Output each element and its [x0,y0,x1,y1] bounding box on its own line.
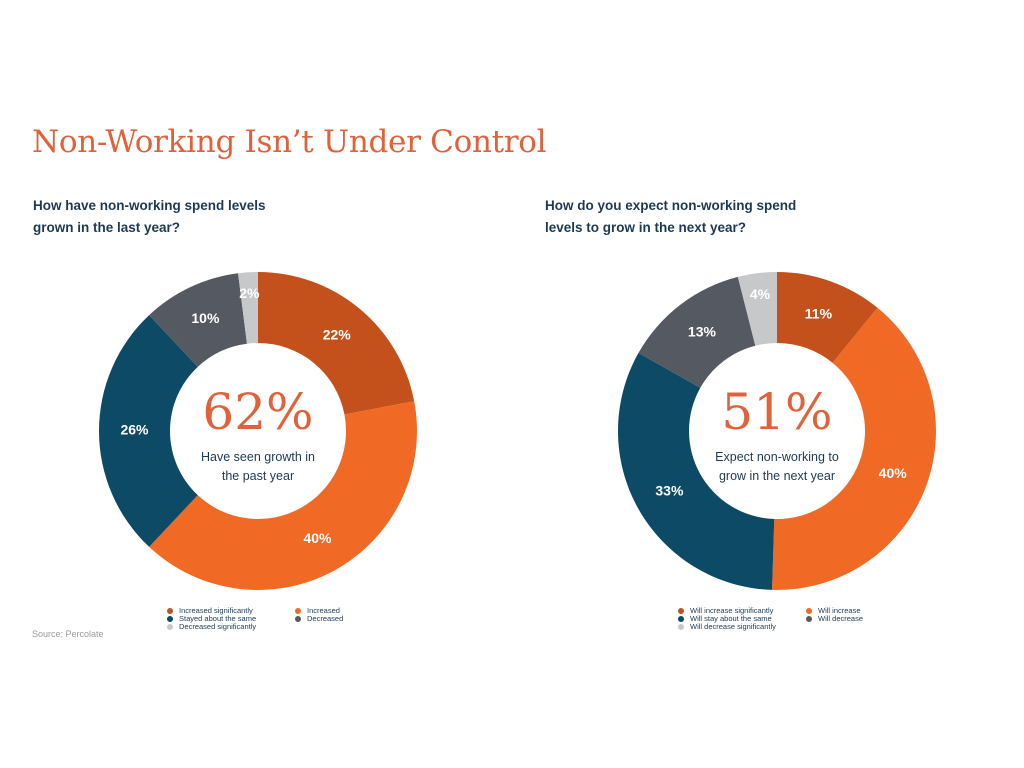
slice-label: 11% [805,305,833,321]
donut-slice [638,276,756,388]
slice-label: 33% [655,482,684,498]
donut-slice [258,272,415,415]
legend-swatch [167,624,173,630]
center-caption-line: Have seen growth in [201,450,315,464]
question-line: levels to grow in the next year? [545,220,747,235]
legend-label: Will increase significantly [690,606,774,615]
legend-swatch [295,608,301,614]
legend-swatch [678,616,684,622]
slice-label: 26% [120,422,149,438]
center-value: 51% [721,383,832,441]
legend-swatch [167,608,173,614]
donut-slice [98,315,198,547]
legend-swatch [806,608,812,614]
slice-label: 2% [239,285,260,301]
legend-swatch [678,624,684,630]
slice-label: 13% [688,324,717,340]
donut-slice [618,352,775,590]
slice-label: 4% [750,286,771,302]
legend-swatch [295,616,301,622]
legend-item: Will decrease significantly [678,623,806,631]
donut-slice [149,273,247,367]
center-caption-line: Expect non-working to [715,450,839,464]
center-value: 62% [202,383,313,441]
left-chart-question: How have non-working spend levels grown … [33,195,333,239]
right-chart-question: How do you expect non-working spend leve… [545,195,845,239]
legend-swatch [678,608,684,614]
donut-slice [238,272,258,344]
slice-label: 40% [303,530,332,546]
donut-slice [737,272,777,346]
slice-label: 40% [879,465,908,481]
legend-item: Increased [295,607,405,615]
legend-label: Increased [307,606,340,615]
legend-item: Will increase [806,607,916,615]
left-chart-legend: Increased significantly Increased Stayed a… [167,607,405,631]
slice-label: 10% [191,310,220,326]
legend-item: Decreased [295,615,405,623]
legend-item: Will decrease [806,615,916,623]
page-title: Non-Working Isn’t Under Control [32,124,547,160]
legend-label: Will increase [818,606,861,615]
legend-item: Stayed about the same [167,615,295,623]
legend-swatch [167,616,173,622]
slice-label: 22% [323,327,352,343]
legend-label: Will decrease [818,614,864,623]
question-line: How do you expect non-working spend [545,198,797,213]
legend-item: Will stay about the same [678,615,806,623]
legend-label: Will stay about the same [690,614,772,623]
legend-label: Will decrease significantly [690,622,776,631]
donut-slice [777,272,878,363]
donut-slice [772,307,936,590]
source-note: Source: Percolate [32,629,104,639]
center-caption-line: the past year [222,469,294,483]
legend-item: Will increase significantly [678,607,806,615]
right-donut-chart: 11% 40% 33% 13% 4% 51% Expect non-working to gr… [618,272,936,590]
question-line: grown in the last year? [33,220,181,235]
donut-slice [149,401,418,590]
legend-label: Decreased significantly [179,622,257,631]
right-chart-legend: Will increase significantly Will increase… [678,607,916,631]
center-caption-line: grow in the next year [719,469,835,483]
legend-swatch [806,616,812,622]
legend-item: Decreased significantly [167,623,295,631]
legend-label: Decreased [307,614,344,623]
left-donut-chart: 22% 40% 26% 10% 2% 62% Have seen growth in the … [98,272,418,590]
legend-label: Increased significantly [179,606,253,615]
question-line: How have non-working spend levels [33,198,266,213]
legend-label: Stayed about the same [179,614,257,623]
legend-item: Increased significantly [167,607,295,615]
